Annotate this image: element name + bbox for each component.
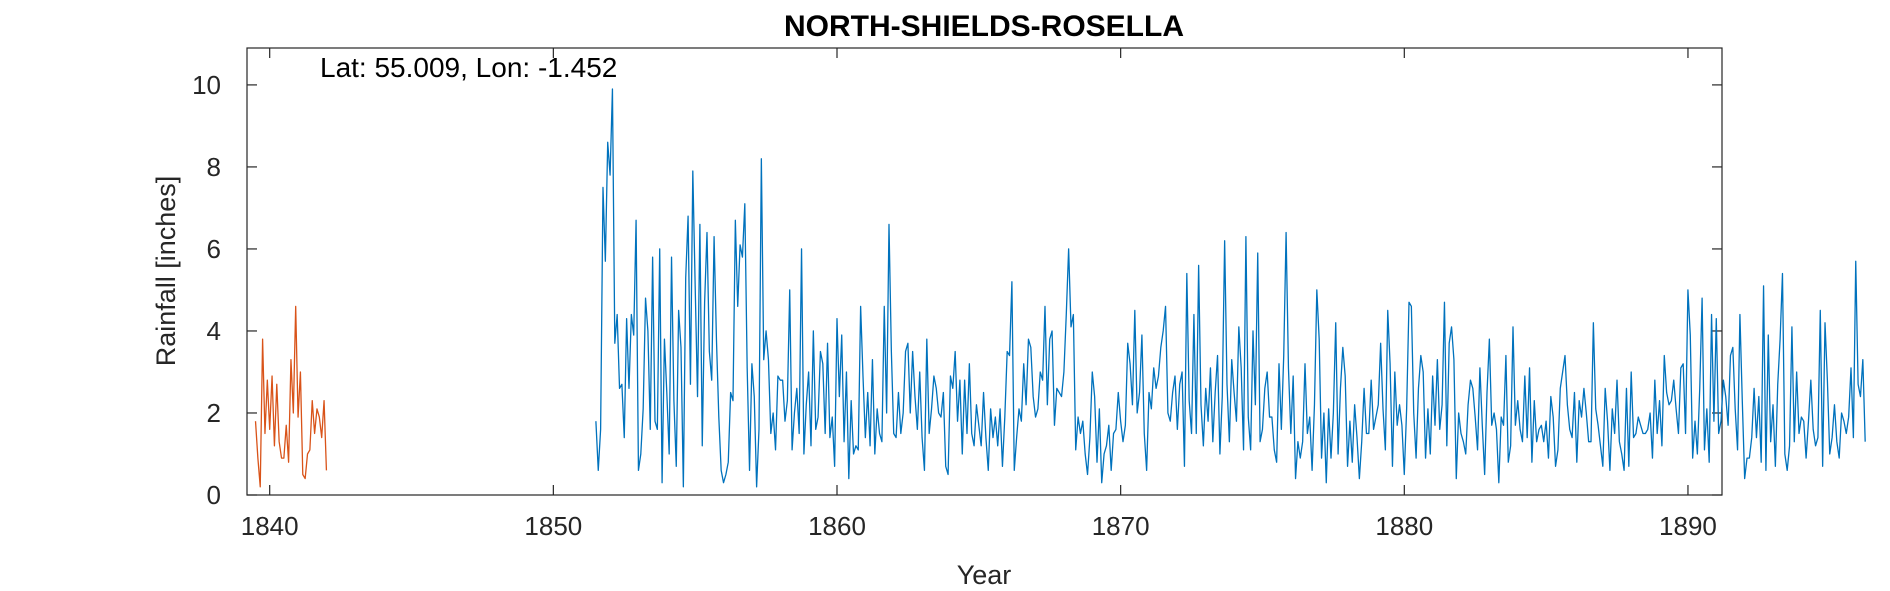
x-tick-label: 1850 <box>524 511 582 541</box>
y-tick-label: 4 <box>207 316 221 346</box>
series-line-2 <box>595 88 1866 488</box>
y-tick-label: 10 <box>192 70 221 100</box>
x-tick-label: 1890 <box>1659 511 1717 541</box>
x-tick-label: 1870 <box>1092 511 1150 541</box>
y-tick-label: 2 <box>207 398 221 428</box>
x-axis-label: Year <box>957 560 1012 590</box>
x-tick-label: 1840 <box>241 511 299 541</box>
y-tick-label: 0 <box>207 480 221 510</box>
y-axis-label: Rainfall [inches] <box>151 176 181 367</box>
x-tick-label: 1880 <box>1375 511 1433 541</box>
axis-ticks: 1840 1850 1860 1870 1880 1890 0 2 4 6 8 10 <box>192 48 1722 541</box>
series-layer <box>254 88 1866 488</box>
y-tick-label: 6 <box>207 234 221 264</box>
location-annotation: Lat: 55.009, Lon: -1.452 <box>320 52 617 83</box>
x-tick-label: 1860 <box>808 511 866 541</box>
chart-title: NORTH-SHIELDS-ROSELLA <box>784 10 1184 43</box>
y-tick-label: 8 <box>207 152 221 182</box>
series-line-1 <box>254 305 328 488</box>
